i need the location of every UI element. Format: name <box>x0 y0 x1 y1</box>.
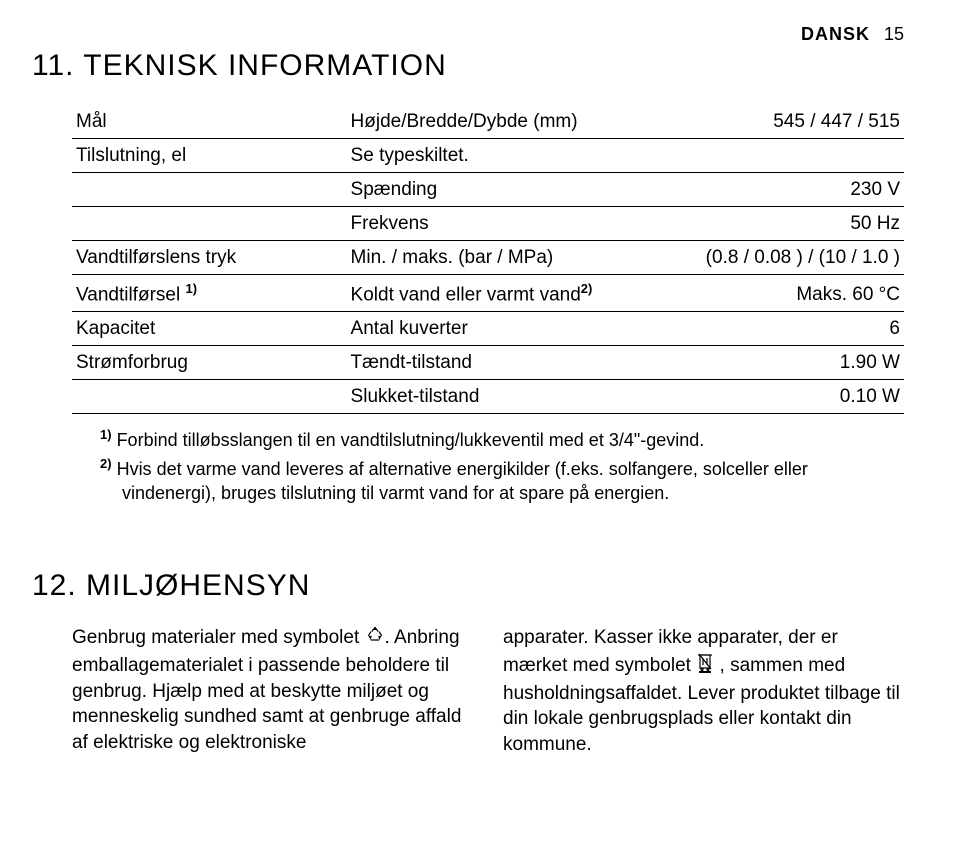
section-11-title: 11. TEKNISK INFORMATION <box>32 49 904 83</box>
spec-cell: Min. / maks. (bar / MPa) <box>347 241 696 275</box>
footnote-1: 1) Forbind tilløbsslangen til en vandtil… <box>100 426 904 452</box>
spec-cell: 545 / 447 / 515 <box>696 105 904 139</box>
page-number: 15 <box>884 24 904 45</box>
col-right: apparater. Kasser ikke apparater, der er… <box>503 625 904 757</box>
spec-cell: Tændt-tilstand <box>347 346 696 380</box>
spec-cell: Frekvens <box>347 207 696 241</box>
footnote-1-num: 1) <box>100 427 112 442</box>
spec-cell: Antal kuverter <box>347 312 696 346</box>
page-header: DANSK 15 <box>72 24 904 45</box>
spec-cell: Kapacitet <box>72 312 347 346</box>
spec-cell: 1.90 W <box>696 346 904 380</box>
spec-cell: Koldt vand eller varmt vand2) <box>347 275 696 312</box>
spec-cell: Vandtilførslens tryk <box>72 241 347 275</box>
spec-cell: 50 Hz <box>696 207 904 241</box>
recycle-icon <box>365 625 385 653</box>
spec-cell: Spænding <box>347 173 696 207</box>
spec-cell: Højde/Bredde/Dybde (mm) <box>347 105 696 139</box>
footnote-2: 2) Hvis det varme vand leveres af altern… <box>100 455 904 506</box>
spec-cell: Strømforbrug <box>72 346 347 380</box>
spec-cell: Se typeskiltet. <box>347 139 696 173</box>
spec-cell: Tilslutning, el <box>72 139 347 173</box>
spec-cell: 6 <box>696 312 904 346</box>
footnote-2-num: 2) <box>100 456 112 471</box>
section-12-title: 12. MILJØHENSYN <box>32 569 904 603</box>
spec-cell <box>72 207 347 241</box>
left-pre: Genbrug materialer med symbolet <box>72 627 365 648</box>
spec-cell: (0.8 / 0.08 ) / (10 / 1.0 ) <box>696 241 904 275</box>
spec-cell: Maks. 60 °C <box>696 275 904 312</box>
footnotes: 1) Forbind tilløbsslangen til en vandtil… <box>100 426 904 505</box>
spec-cell <box>696 139 904 173</box>
spec-cell: Vandtilførsel 1) <box>72 275 347 312</box>
language-label: DANSK <box>801 24 870 45</box>
spec-table: MålHøjde/Bredde/Dybde (mm)545 / 447 / 51… <box>72 105 904 414</box>
section-12-columns: Genbrug materialer med symbolet . Anbrin… <box>72 625 904 757</box>
weee-bin-icon <box>696 651 714 681</box>
spec-cell <box>72 173 347 207</box>
spec-cell: 0.10 W <box>696 380 904 414</box>
spec-cell: 230 V <box>696 173 904 207</box>
spec-cell: Slukket-tilstand <box>347 380 696 414</box>
footnote-2-text: Hvis det varme vand leveres af alternati… <box>112 459 808 503</box>
col-left: Genbrug materialer med symbolet . Anbrin… <box>72 625 473 757</box>
spec-cell: Mål <box>72 105 347 139</box>
footnote-1-text: Forbind tilløbsslangen til en vandtilslu… <box>112 430 705 450</box>
spec-cell <box>72 380 347 414</box>
